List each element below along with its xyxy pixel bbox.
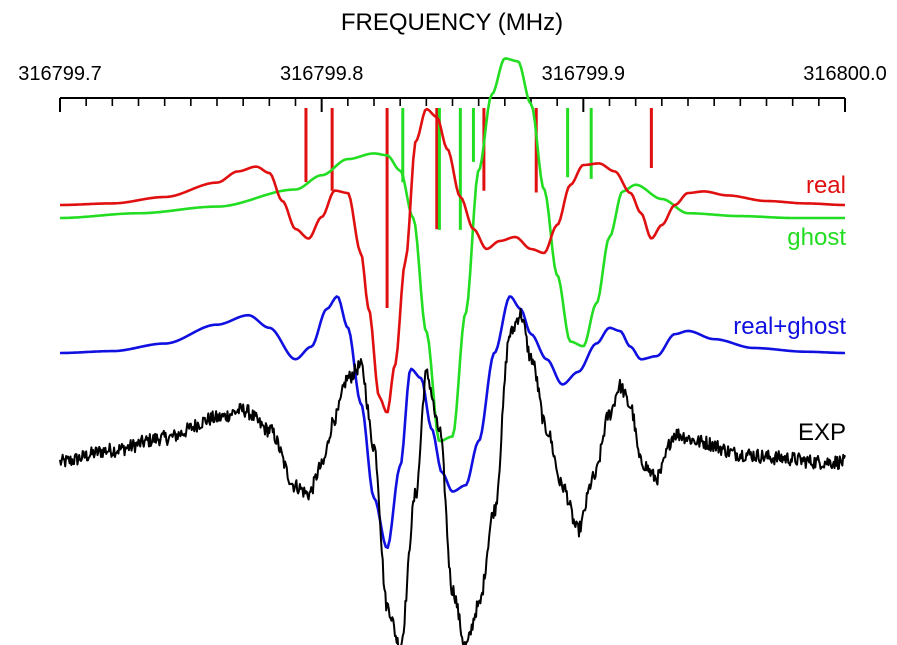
trace-ghost: [59, 57, 845, 443]
trace-real-plus-ghost: [59, 295, 846, 550]
series-label-real: real: [806, 172, 846, 199]
trace-real: [59, 107, 846, 414]
x-tick-label: 316799.8: [280, 63, 363, 85]
trace-EXP: [59, 308, 846, 645]
stick-spectra: [304, 108, 653, 308]
chart-title: FREQUENCY (MHz): [341, 9, 563, 36]
series-label-ghost: ghost: [787, 224, 846, 251]
series-label-real-plus-ghost: real+ghost: [733, 313, 846, 340]
series-label-EXP: EXP: [798, 419, 846, 446]
x-tick-label: 316799.9: [542, 63, 625, 85]
x-tick-label: 316799.7: [18, 63, 101, 85]
x-axis: 316799.7 316799.8 316799.9 316800.0: [18, 63, 887, 112]
x-tick-label: 316800.0: [803, 63, 886, 85]
series-labels: real ghost real+ghost EXP: [733, 172, 846, 446]
series-traces: [59, 57, 846, 645]
